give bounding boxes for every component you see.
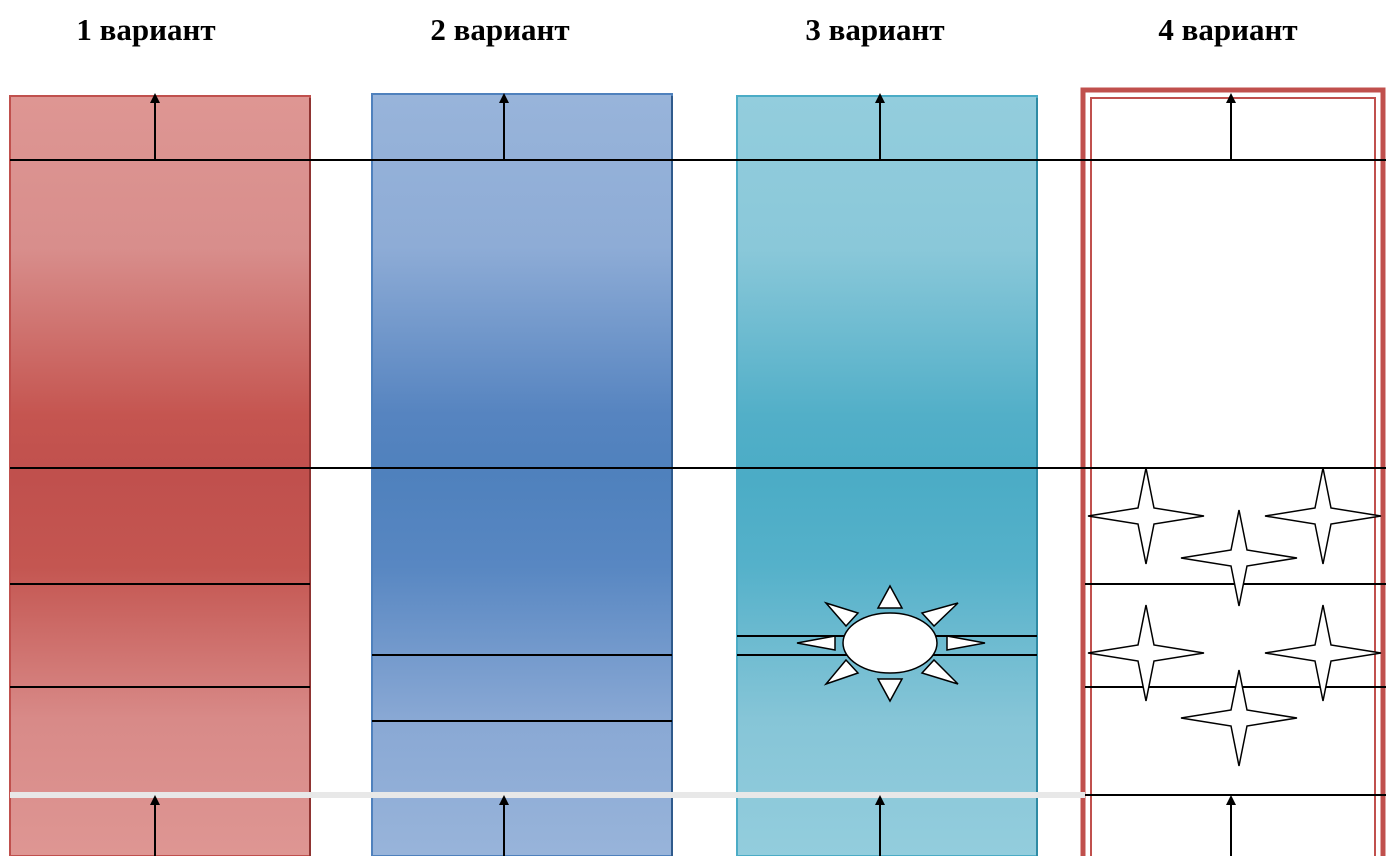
variant-2-title: 2 вариант [430,12,570,47]
variant-4-title: 4 вариант [1158,12,1298,47]
variant-1-title: 1 вариант [76,12,216,47]
variant-4-column [1080,87,1386,856]
sun-icon [796,584,986,703]
variant-3-column [736,95,1038,856]
variant-1-column [9,95,311,856]
variant-2-column [371,93,673,856]
variant-3-title: 3 вариант [805,12,945,47]
